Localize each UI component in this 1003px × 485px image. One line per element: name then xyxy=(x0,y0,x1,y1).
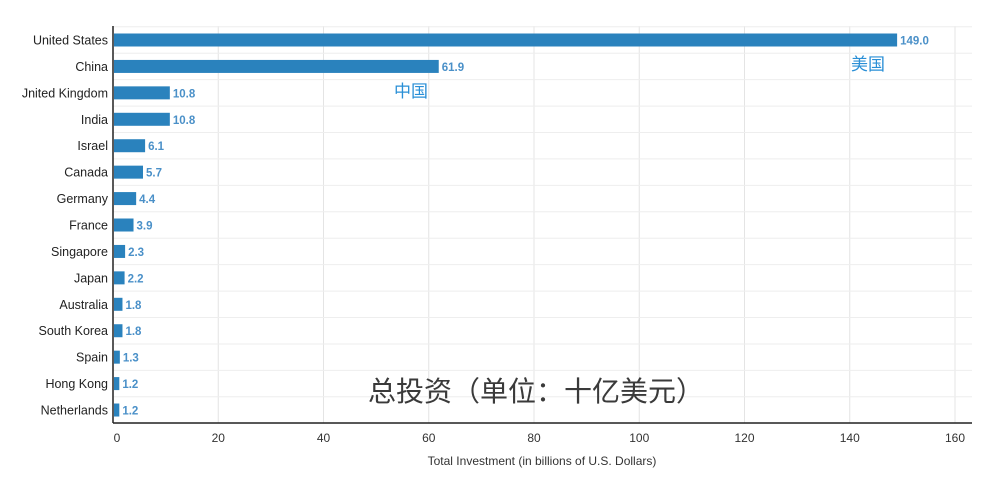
bar xyxy=(114,59,439,73)
value-label: 1.8 xyxy=(125,300,142,312)
value-label: 2.3 xyxy=(128,247,144,259)
category-label: Jnited Kingdom xyxy=(22,86,108,100)
x-tick-label: 0 xyxy=(114,431,121,445)
bar xyxy=(114,297,123,311)
bar xyxy=(114,165,143,179)
bar xyxy=(114,218,134,232)
value-label: 10.8 xyxy=(173,115,196,127)
category-labels: United States China Jnited Kingdom India Isr… xyxy=(22,34,109,418)
x-axis-title: Total Investment (in billions of U.S. Do… xyxy=(428,454,657,468)
category-label: Australia xyxy=(59,298,108,312)
bar xyxy=(114,271,125,285)
category-label: France xyxy=(69,219,108,233)
value-label: 3.9 xyxy=(137,221,153,233)
category-label: South Korea xyxy=(39,324,109,338)
category-label: United States xyxy=(33,34,108,48)
category-label: Canada xyxy=(64,166,108,180)
category-label: Japan xyxy=(74,271,108,285)
bar xyxy=(114,192,137,206)
category-label: Hong Kong xyxy=(45,377,108,391)
category-label: Israel xyxy=(77,139,108,153)
x-tick-label: 120 xyxy=(734,431,754,445)
x-tick-labels: 0 20 40 60 80 100 120 140 160 xyxy=(114,431,966,445)
x-tick-label: 140 xyxy=(840,431,860,445)
category-label: Germany xyxy=(57,192,109,206)
x-tick-label: 60 xyxy=(422,431,436,445)
category-label: Singapore xyxy=(51,245,108,259)
value-label: 4.4 xyxy=(139,194,156,206)
annotation-total-investment: 总投资（单位：十亿美元） xyxy=(368,375,705,408)
bar xyxy=(114,244,126,258)
value-label: 10.8 xyxy=(173,88,196,100)
bar xyxy=(114,350,120,364)
grid-lines xyxy=(113,26,972,424)
bar xyxy=(114,403,120,417)
category-label: Netherlands xyxy=(41,404,108,418)
bar xyxy=(114,377,120,391)
x-tick-label: 160 xyxy=(945,431,965,445)
x-tick-label: 80 xyxy=(527,431,541,445)
value-label: 149.0 xyxy=(900,36,929,48)
value-label: 5.7 xyxy=(146,168,162,180)
bar xyxy=(114,33,898,47)
bar xyxy=(114,86,170,100)
x-tick-label: 100 xyxy=(629,431,649,445)
value-label: 1.2 xyxy=(122,406,138,418)
value-label: 2.2 xyxy=(128,273,144,285)
value-label: 61.9 xyxy=(442,62,464,74)
value-label: 1.3 xyxy=(123,353,139,365)
x-tick-label: 20 xyxy=(212,431,226,445)
bars xyxy=(114,33,898,417)
value-label: 6.1 xyxy=(148,141,165,153)
value-label: 1.2 xyxy=(122,379,138,391)
value-label: 1.8 xyxy=(125,326,142,338)
bar xyxy=(114,324,123,338)
category-label: China xyxy=(75,60,108,74)
value-labels: 149.0 61.9 10.8 10.8 6.1 5.7 4.4 3.9 2.3 2.2 1.8 1.… xyxy=(122,36,929,418)
category-label: India xyxy=(81,113,108,127)
x-tick-label: 40 xyxy=(317,431,331,445)
annotation-united-states: 美国 xyxy=(851,55,885,75)
category-label: Spain xyxy=(76,351,108,365)
bar xyxy=(114,112,170,126)
annotation-china: 中国 xyxy=(394,82,428,102)
bar xyxy=(114,139,146,153)
